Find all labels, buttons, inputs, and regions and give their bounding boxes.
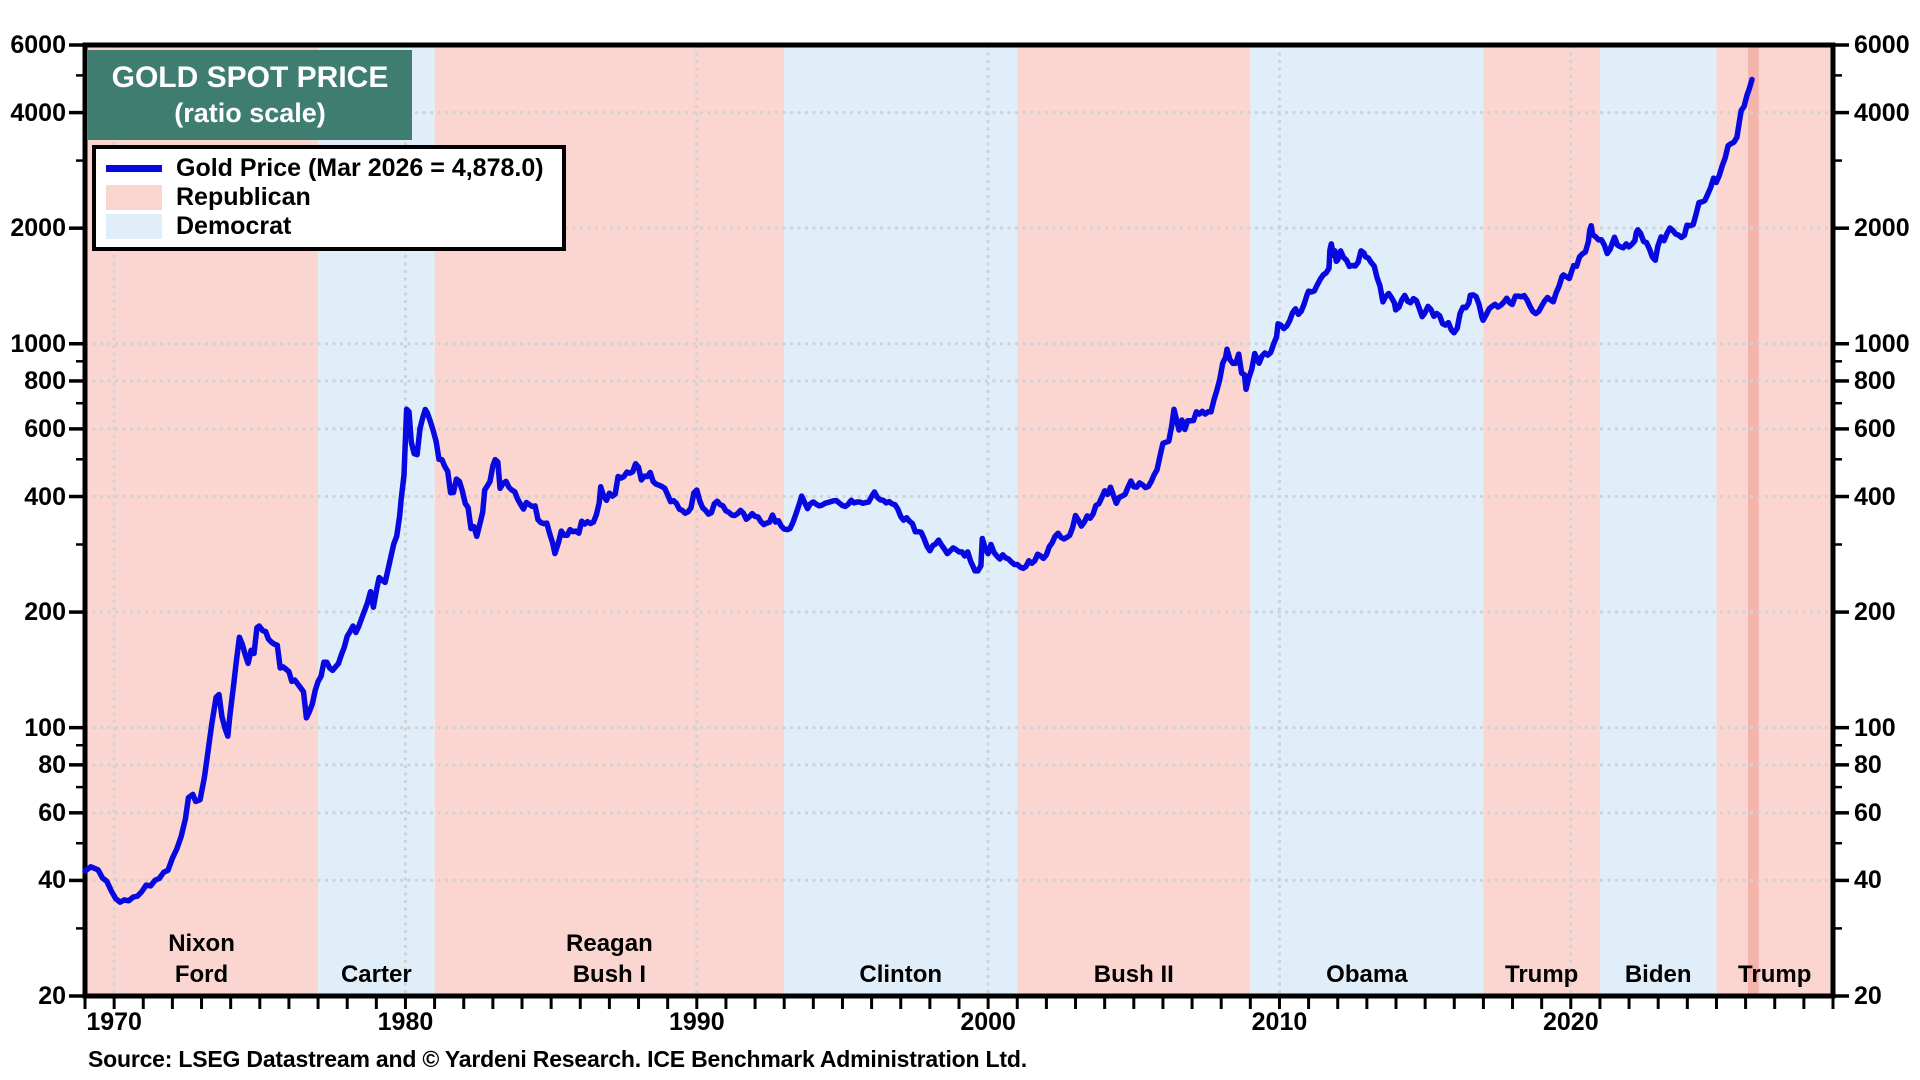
- chart-title-box: GOLD SPOT PRICE (ratio scale): [88, 50, 412, 140]
- legend-row-1: Republican: [96, 183, 562, 212]
- y-axis-label-right-60: 60: [1854, 798, 1882, 827]
- y-axis-label-right-200: 200: [1854, 598, 1896, 627]
- latest-month-stripe: [1747, 45, 1759, 996]
- president-label-nixon-ford: Nixon Ford: [92, 928, 312, 990]
- x-axis-label-2010: 2010: [1251, 1008, 1308, 1036]
- president-label-line: Trump: [1738, 961, 1812, 988]
- y-axis-label-right-600: 600: [1854, 414, 1896, 443]
- president-label-line: Trump: [1504, 961, 1579, 988]
- era-band-obama: [1250, 45, 1484, 996]
- president-label-line: Reagan: [566, 930, 653, 957]
- y-axis-label-left-2000: 2000: [10, 214, 66, 243]
- chart-subtitle: (ratio scale): [174, 98, 326, 128]
- president-label-line: Carter: [340, 961, 412, 988]
- gold-price-line: [82, 76, 1755, 905]
- legend-label: Republican: [176, 183, 311, 211]
- plot-frame: [82, 42, 1836, 999]
- legend: Gold Price (Mar 2026 = 4,878.0) Republica…: [92, 145, 566, 251]
- x-axis-label-2020: 2020: [1542, 1008, 1599, 1036]
- y-axis-label-left-80: 80: [38, 750, 66, 779]
- y-axis-label-right-400: 400: [1854, 482, 1896, 511]
- x-axis-label-1980: 1980: [377, 1008, 434, 1036]
- era-band-biden: [1599, 45, 1717, 996]
- y-axis-label-left-100: 100: [24, 713, 66, 742]
- y-axis-label-left-60: 60: [38, 798, 66, 827]
- y-axis-label-right-1000: 1000: [1854, 329, 1910, 358]
- president-label-clinton: Clinton: [791, 959, 1011, 990]
- era-band-trump: [1483, 45, 1600, 996]
- x-axis-label-1990: 1990: [668, 1008, 725, 1036]
- y-axis-label-right-4000: 4000: [1854, 98, 1910, 127]
- y-axis-label-right-100: 100: [1854, 713, 1896, 742]
- president-label-obama: Obama: [1257, 959, 1477, 990]
- x-axis-label-2000: 2000: [960, 1008, 1016, 1036]
- x-axis-label-1970: 1970: [86, 1008, 142, 1036]
- president-label-trump: Trump: [1432, 959, 1652, 990]
- legend-label: Democrat: [176, 212, 292, 240]
- y-axis-label-left-4000: 4000: [10, 98, 66, 127]
- y-axis-label-left-40: 40: [38, 866, 66, 895]
- y-axis-label-right-6000: 6000: [1854, 31, 1910, 59]
- president-label-carter: Carter: [266, 959, 486, 990]
- legend-band-swatch: [106, 214, 162, 239]
- source-note: Source: LSEG Datastream and © Yardeni Re…: [88, 1046, 1027, 1072]
- y-axis-label-left-800: 800: [24, 366, 66, 395]
- era-band-trump: [1716, 45, 1833, 996]
- president-label-line: Bush I: [572, 961, 647, 988]
- y-axis-label-left-600: 600: [24, 414, 66, 443]
- y-axis-label-left-6000: 6000: [10, 31, 66, 59]
- president-label-line: Biden: [1624, 961, 1692, 988]
- y-axis-label-left-1000: 1000: [10, 329, 66, 358]
- president-label-line: Clinton: [859, 961, 943, 988]
- y-axis-label-right-80: 80: [1854, 750, 1882, 779]
- president-label-line: Bush II: [1093, 961, 1174, 988]
- y-axis-label-left-400: 400: [24, 482, 66, 511]
- legend-line-swatch: [106, 165, 162, 172]
- president-label-biden: Biden: [1548, 959, 1768, 990]
- legend-row-2: Democrat: [96, 212, 562, 241]
- president-label-trump: Trump: [1665, 959, 1885, 990]
- era-band-bush-ii: [1017, 45, 1251, 996]
- president-label-line: Nixon: [168, 930, 235, 957]
- president-label-bush-ii: Bush II: [1024, 959, 1244, 990]
- y-axis-label-right-20: 20: [1854, 982, 1882, 1010]
- chart-title: GOLD SPOT PRICE: [111, 61, 389, 94]
- y-axis-label-right-2000: 2000: [1854, 214, 1910, 243]
- legend-label: Gold Price (Mar 2026 = 4,878.0): [176, 154, 544, 182]
- y-axis-label-right-800: 800: [1854, 366, 1896, 395]
- y-axis-label-right-40: 40: [1854, 866, 1882, 895]
- y-axis-label-left-200: 200: [24, 598, 66, 627]
- president-label-reagan-bush-i: Reagan Bush I: [499, 928, 719, 990]
- y-axis-label-left-20: 20: [38, 982, 66, 1010]
- president-label-line: Ford: [174, 961, 229, 988]
- legend-band-swatch: [106, 185, 162, 210]
- president-label-line: Obama: [1326, 961, 1408, 988]
- legend-row-0: Gold Price (Mar 2026 = 4,878.0): [96, 154, 562, 183]
